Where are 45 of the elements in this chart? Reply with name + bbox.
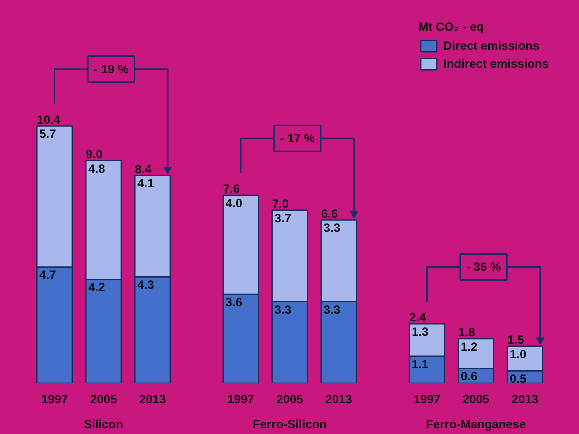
data-label: 3.3: [274, 302, 292, 317]
total-label: 7.6: [223, 182, 240, 196]
data-label: 4.8: [88, 162, 106, 176]
total-label: 8.4: [135, 162, 152, 176]
annotation: - 17 %: [280, 132, 316, 146]
data-label: 0.6: [461, 370, 478, 384]
data-label: 3.7: [274, 211, 292, 226]
data-label: 3.3: [324, 221, 341, 236]
data-label: 1.2: [461, 340, 478, 354]
x-tick-label: 2013: [512, 392, 539, 406]
data-label: 1.3: [412, 325, 430, 340]
text: Ferro-Silicon: [252, 418, 328, 432]
text: Silicon: [84, 418, 124, 432]
legend-title: Mt CO₂ - eq: [418, 20, 485, 34]
text: Ferro-Manganese: [426, 418, 527, 432]
text: - 19 %: [94, 62, 130, 76]
x-tick-label: 2005: [462, 392, 490, 406]
data-label: 1.0: [510, 347, 528, 362]
annotation: - 36 %: [466, 260, 502, 274]
data-label: 4.2: [88, 280, 106, 295]
total-label: 9.0: [86, 147, 104, 162]
data-label: 3.6: [226, 295, 243, 310]
total-label: 1.8: [458, 326, 476, 340]
total-label: 10.4: [37, 112, 61, 127]
data-label: 5.7: [40, 127, 57, 142]
legend-label: Direct emissions: [444, 39, 540, 53]
x-tick-label: 1997: [414, 392, 441, 406]
data-label: 1.1: [412, 357, 430, 372]
data-label: 3.3: [324, 302, 341, 317]
x-tick-label: 1997: [41, 392, 68, 406]
data-label: 4.7: [40, 268, 57, 282]
data-label: 0.5: [510, 372, 528, 386]
total-label: 2.4: [410, 310, 427, 325]
x-tick-label: 2005: [276, 392, 304, 406]
x-tick-label: 1997: [228, 392, 255, 406]
x-tick-label: 2013: [139, 392, 166, 406]
legend-label: Indirect emissions: [444, 57, 549, 71]
x-tick-label: 2005: [90, 392, 118, 406]
data-label: 4.3: [138, 278, 155, 292]
data-label: 4.1: [138, 176, 155, 191]
total-label: 1.5: [508, 332, 525, 347]
total-label: 7.0: [272, 196, 290, 211]
total-label: 6.6: [321, 206, 338, 221]
x-tick-label: 2013: [326, 392, 353, 406]
data-label: 4.0: [226, 196, 243, 210]
